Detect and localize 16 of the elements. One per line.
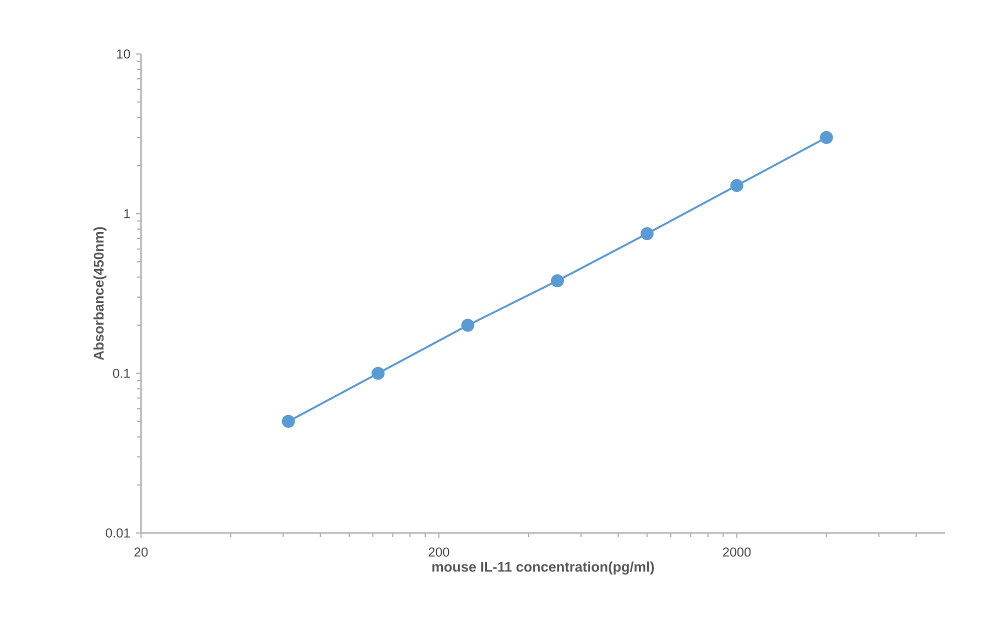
y-tick-label: 1 xyxy=(124,209,130,218)
point xyxy=(640,227,654,240)
point xyxy=(550,274,564,288)
point xyxy=(372,366,385,380)
point xyxy=(730,179,744,192)
y-tick-label: 0.01 xyxy=(106,528,130,538)
point xyxy=(282,414,295,428)
x-tick-label: 20 xyxy=(134,547,148,557)
point xyxy=(461,318,474,332)
y-axis-title: Absorbance(450nm) xyxy=(93,227,106,360)
x-tick-label: 2000 xyxy=(723,547,751,557)
x-tick-label: 200 xyxy=(428,547,450,557)
x-axis-title: mouse IL-11 concentration(pg/ml) xyxy=(432,562,654,575)
y-tick-label: 0.1 xyxy=(112,368,130,378)
point xyxy=(820,130,833,144)
y-tick-label: 10 xyxy=(117,49,130,59)
